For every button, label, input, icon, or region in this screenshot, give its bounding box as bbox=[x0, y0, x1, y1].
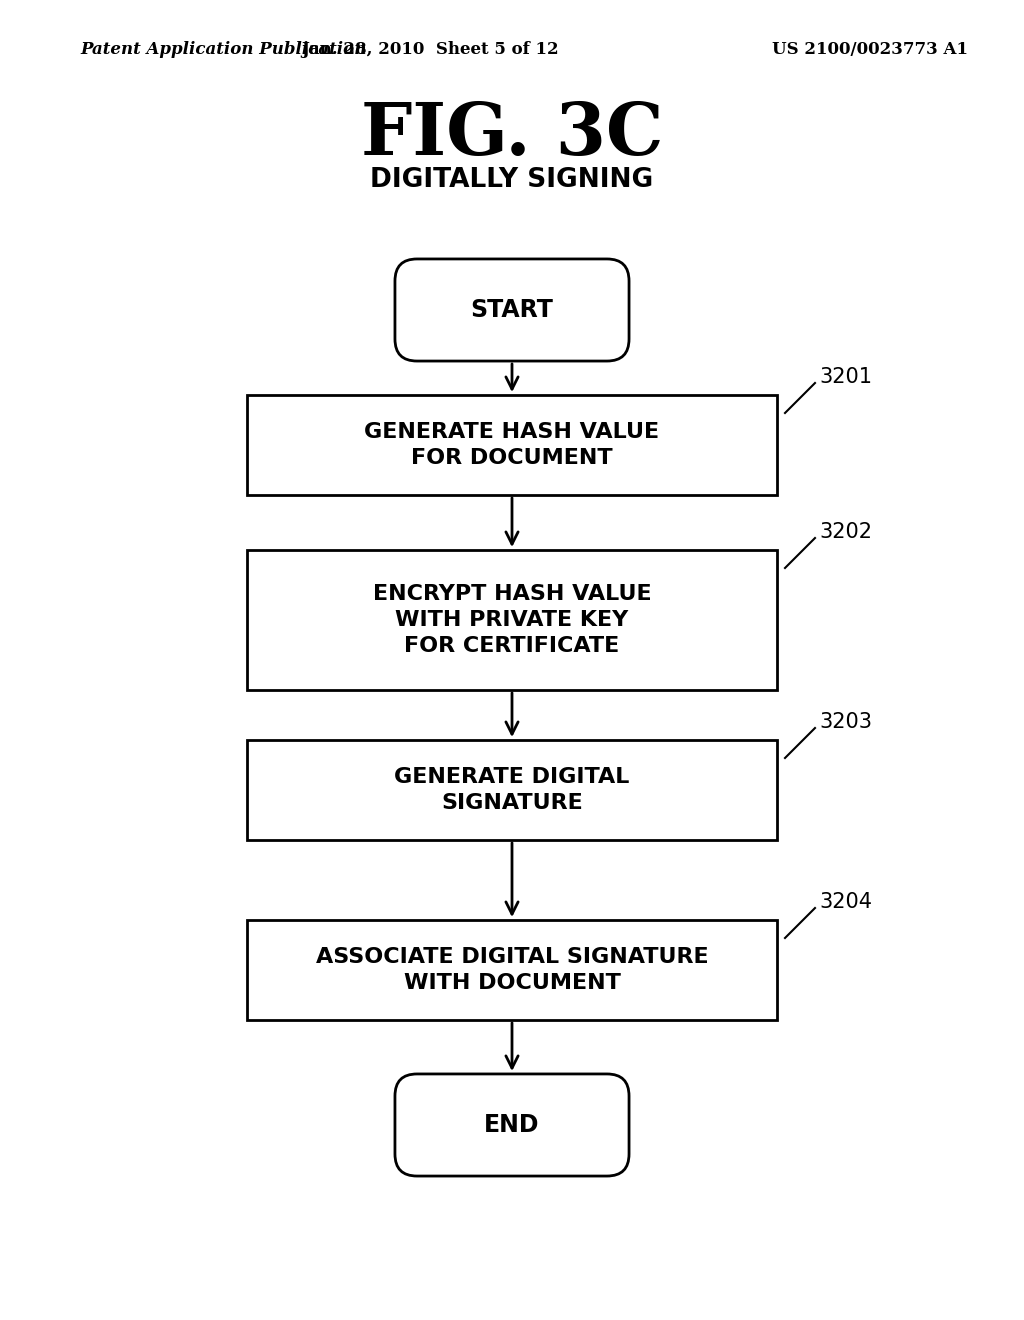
Text: 3202: 3202 bbox=[819, 521, 872, 543]
Text: US 2100/0023773 A1: US 2100/0023773 A1 bbox=[772, 41, 968, 58]
Text: FIG. 3C: FIG. 3C bbox=[360, 99, 664, 170]
Text: 3203: 3203 bbox=[819, 711, 872, 733]
Bar bbox=[247, 550, 777, 690]
Text: Patent Application Publication: Patent Application Publication bbox=[80, 41, 367, 58]
Text: GENERATE DIGITAL
SIGNATURE: GENERATE DIGITAL SIGNATURE bbox=[394, 767, 630, 813]
Text: 3204: 3204 bbox=[819, 892, 872, 912]
Bar bbox=[247, 395, 777, 495]
Text: END: END bbox=[484, 1113, 540, 1137]
Bar bbox=[247, 920, 777, 1020]
Text: DIGITALLY SIGNING: DIGITALLY SIGNING bbox=[371, 168, 653, 193]
Bar bbox=[247, 741, 777, 840]
FancyBboxPatch shape bbox=[395, 1074, 629, 1176]
Text: ENCRYPT HASH VALUE
WITH PRIVATE KEY
FOR CERTIFICATE: ENCRYPT HASH VALUE WITH PRIVATE KEY FOR … bbox=[373, 583, 651, 656]
Text: ASSOCIATE DIGITAL SIGNATURE
WITH DOCUMENT: ASSOCIATE DIGITAL SIGNATURE WITH DOCUMEN… bbox=[315, 946, 709, 993]
Text: 3201: 3201 bbox=[819, 367, 872, 387]
Text: Jan. 28, 2010  Sheet 5 of 12: Jan. 28, 2010 Sheet 5 of 12 bbox=[301, 41, 559, 58]
Text: GENERATE HASH VALUE
FOR DOCUMENT: GENERATE HASH VALUE FOR DOCUMENT bbox=[365, 422, 659, 469]
FancyBboxPatch shape bbox=[395, 259, 629, 362]
Text: START: START bbox=[471, 298, 553, 322]
